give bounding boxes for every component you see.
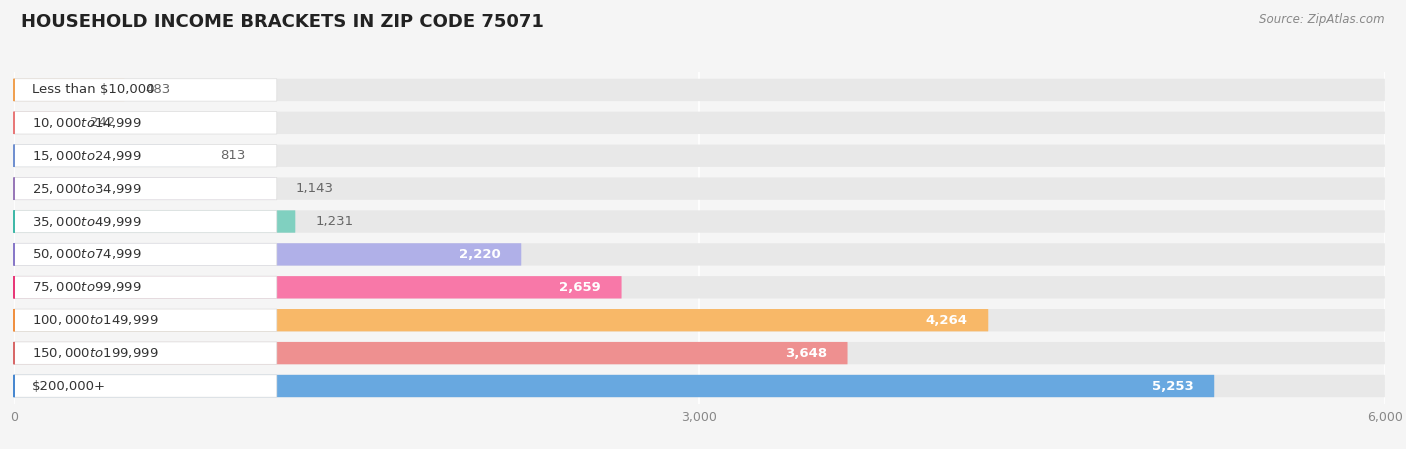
FancyBboxPatch shape	[14, 243, 277, 266]
Text: 1,143: 1,143	[295, 182, 333, 195]
FancyBboxPatch shape	[14, 79, 124, 101]
Text: 4,264: 4,264	[925, 314, 967, 327]
Text: $200,000+: $200,000+	[32, 379, 107, 392]
Text: Source: ZipAtlas.com: Source: ZipAtlas.com	[1260, 13, 1385, 26]
FancyBboxPatch shape	[14, 375, 1385, 397]
FancyBboxPatch shape	[14, 145, 277, 167]
FancyBboxPatch shape	[14, 210, 295, 233]
FancyBboxPatch shape	[14, 276, 621, 299]
FancyBboxPatch shape	[14, 210, 277, 233]
FancyBboxPatch shape	[14, 145, 200, 167]
Text: $35,000 to $49,999: $35,000 to $49,999	[32, 215, 142, 229]
Text: 1,231: 1,231	[316, 215, 354, 228]
FancyBboxPatch shape	[14, 342, 277, 364]
FancyBboxPatch shape	[14, 276, 1385, 299]
Text: HOUSEHOLD INCOME BRACKETS IN ZIP CODE 75071: HOUSEHOLD INCOME BRACKETS IN ZIP CODE 75…	[21, 13, 544, 31]
FancyBboxPatch shape	[14, 375, 1215, 397]
Text: 242: 242	[90, 116, 115, 129]
FancyBboxPatch shape	[14, 276, 277, 299]
FancyBboxPatch shape	[14, 177, 276, 200]
FancyBboxPatch shape	[14, 342, 848, 364]
FancyBboxPatch shape	[14, 243, 522, 266]
Text: 5,253: 5,253	[1152, 379, 1194, 392]
FancyBboxPatch shape	[14, 145, 1385, 167]
FancyBboxPatch shape	[14, 309, 1385, 331]
FancyBboxPatch shape	[14, 112, 1385, 134]
FancyBboxPatch shape	[14, 243, 1385, 266]
Text: 483: 483	[145, 84, 170, 97]
FancyBboxPatch shape	[14, 79, 1385, 101]
FancyBboxPatch shape	[14, 309, 988, 331]
FancyBboxPatch shape	[14, 375, 277, 397]
Text: $75,000 to $99,999: $75,000 to $99,999	[32, 280, 142, 294]
Text: $150,000 to $199,999: $150,000 to $199,999	[32, 346, 159, 360]
FancyBboxPatch shape	[14, 177, 1385, 200]
Text: 3,648: 3,648	[785, 347, 827, 360]
FancyBboxPatch shape	[14, 112, 277, 134]
FancyBboxPatch shape	[14, 342, 1385, 364]
FancyBboxPatch shape	[14, 210, 1385, 233]
Text: 2,659: 2,659	[560, 281, 600, 294]
Text: $100,000 to $149,999: $100,000 to $149,999	[32, 313, 159, 327]
FancyBboxPatch shape	[14, 112, 69, 134]
Text: $25,000 to $34,999: $25,000 to $34,999	[32, 182, 142, 196]
FancyBboxPatch shape	[14, 79, 277, 101]
Text: $10,000 to $14,999: $10,000 to $14,999	[32, 116, 142, 130]
Text: $15,000 to $24,999: $15,000 to $24,999	[32, 149, 142, 163]
Text: $50,000 to $74,999: $50,000 to $74,999	[32, 247, 142, 261]
FancyBboxPatch shape	[14, 177, 277, 200]
FancyBboxPatch shape	[14, 309, 277, 331]
Text: 2,220: 2,220	[458, 248, 501, 261]
Text: Less than $10,000: Less than $10,000	[32, 84, 155, 97]
Text: 813: 813	[221, 149, 246, 162]
